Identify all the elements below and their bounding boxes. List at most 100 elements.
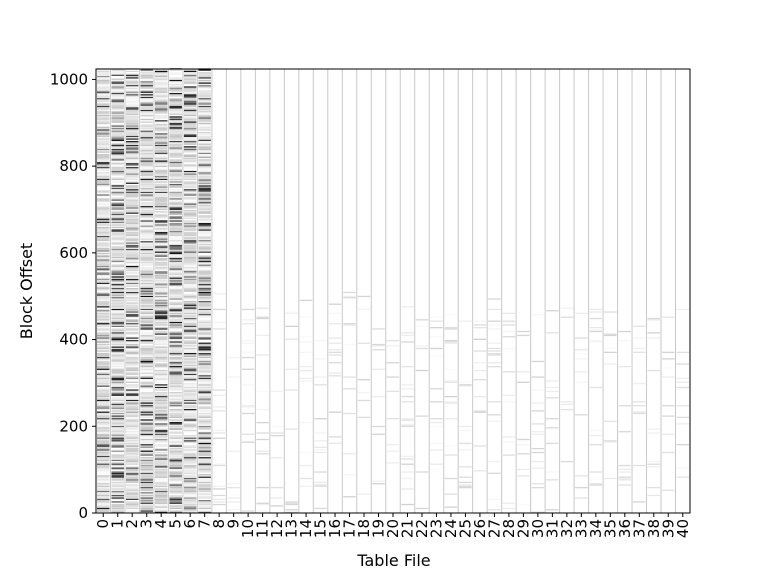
heatmap-cell [125, 164, 139, 166]
heatmap-cell [154, 170, 168, 173]
heatmap-cell [97, 82, 110, 84]
heatmap-cell [198, 72, 211, 74]
heatmap-cell [169, 350, 182, 352]
heatmap-cell [111, 143, 124, 145]
x-tick-label: 37 [630, 519, 648, 538]
heatmap-cell [125, 437, 139, 439]
heatmap-cell [169, 507, 182, 510]
heatmap-cell [183, 484, 197, 486]
heatmap-cell [154, 181, 168, 183]
heatmap-cell [125, 155, 139, 157]
heatmap-cell [183, 316, 197, 318]
heatmap-cell [154, 243, 168, 246]
heatmap-cell [97, 273, 110, 275]
heatmap-cell [430, 401, 443, 403]
heatmap-cell [140, 366, 153, 368]
heatmap-cell [111, 165, 124, 167]
heatmap-cell [183, 388, 197, 390]
heatmap-cell [140, 185, 153, 187]
heatmap-cell [97, 358, 110, 360]
heatmap-cell [111, 269, 124, 272]
heatmap-cell [169, 366, 182, 368]
heatmap-cell [415, 319, 429, 321]
heatmap-cell [140, 395, 153, 398]
heatmap-cell [140, 170, 153, 173]
heatmap-cell [198, 217, 211, 220]
heatmap-cell [154, 454, 168, 456]
heatmap-cell [198, 368, 211, 370]
heatmap-cell [154, 198, 168, 200]
heatmap-cell [154, 104, 168, 106]
heatmap-cell [517, 503, 530, 506]
heatmap-cell [169, 200, 182, 203]
heatmap-cell [111, 364, 124, 367]
heatmap-cell [97, 180, 110, 182]
heatmap-cell [183, 200, 197, 203]
heatmap-cell [140, 298, 153, 300]
heatmap-cell [183, 324, 197, 326]
heatmap-cell [198, 87, 211, 89]
heatmap-cell [183, 260, 197, 262]
heatmap-cell [125, 216, 139, 218]
heatmap-cell [154, 489, 168, 491]
heatmap-cell [125, 397, 139, 399]
heatmap-cell [198, 206, 211, 208]
heatmap-cell [198, 109, 211, 112]
heatmap-cell [140, 339, 153, 342]
heatmap-cell [111, 127, 124, 130]
heatmap-cell [154, 471, 168, 473]
heatmap-cell [169, 411, 182, 413]
heatmap-cell [169, 346, 182, 348]
heatmap-cell [97, 356, 110, 359]
heatmap-cell [154, 358, 168, 360]
heatmap-cell [372, 425, 385, 428]
heatmap-cell [125, 489, 139, 491]
heatmap-cell [140, 364, 153, 367]
heatmap-cell [154, 272, 168, 274]
heatmap-cell [97, 385, 110, 387]
heatmap-cell [125, 94, 139, 96]
heatmap-cell [97, 480, 110, 482]
heatmap-cell [401, 471, 414, 473]
heatmap-cell [198, 313, 211, 316]
heatmap-column [111, 68, 124, 513]
heatmap-cell [198, 454, 211, 456]
heatmap-cell [111, 399, 124, 402]
heatmap-cell [125, 304, 139, 307]
heatmap-cell [97, 151, 110, 153]
heatmap-cell [256, 453, 269, 455]
heatmap-cell [154, 293, 168, 295]
heatmap-cell [198, 466, 211, 468]
heatmap-cell [111, 369, 124, 372]
heatmap-cell [140, 473, 153, 476]
heatmap-cell [183, 329, 197, 331]
heatmap-cell [183, 112, 197, 114]
heatmap-cell [183, 217, 197, 220]
heatmap-cell [662, 351, 675, 354]
heatmap-cell [111, 82, 124, 84]
heatmap-cell [198, 320, 211, 322]
heatmap-cell [198, 278, 211, 281]
heatmap-cell [198, 290, 211, 292]
heatmap-cell [97, 304, 110, 307]
heatmap-cell [125, 428, 139, 430]
heatmap-cell [169, 483, 182, 485]
heatmap-cell [198, 408, 211, 411]
heatmap-cell [125, 476, 139, 478]
x-tick-label: 39 [659, 519, 677, 538]
heatmap-cell [97, 499, 110, 502]
heatmap-cell [97, 134, 110, 136]
heatmap-cell [111, 449, 124, 451]
heatmap-cell [140, 481, 153, 484]
heatmap-cell [415, 471, 429, 473]
heatmap-cell [97, 347, 110, 350]
heatmap-cell [125, 70, 139, 73]
heatmap-cell [169, 324, 182, 326]
heatmap-cell [183, 241, 197, 243]
heatmap-cell [140, 467, 153, 469]
heatmap-cell [140, 72, 153, 74]
heatmap-cell [154, 280, 168, 282]
heatmap-cell [97, 324, 110, 326]
heatmap-cell [140, 226, 153, 229]
heatmap-cell [111, 221, 124, 223]
